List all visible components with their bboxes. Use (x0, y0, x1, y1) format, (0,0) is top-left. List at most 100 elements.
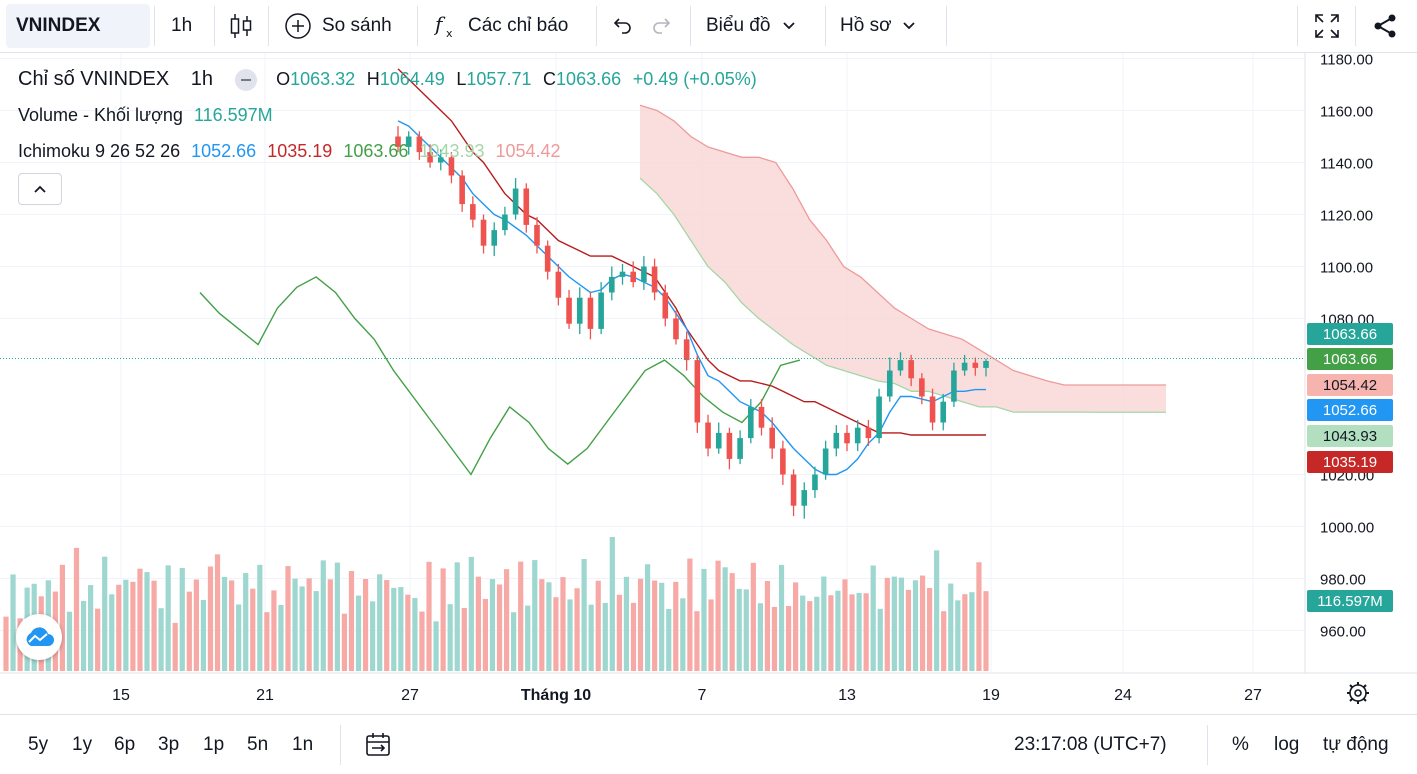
symbol-search-button[interactable]: VNINDEX (6, 4, 150, 48)
volume-bar (898, 577, 904, 671)
volume-bar (377, 574, 383, 671)
volume-bar (941, 611, 947, 671)
share-button[interactable] (1371, 0, 1399, 52)
interval-button[interactable]: 1h (171, 15, 193, 36)
volume-bar (80, 600, 87, 671)
candle (865, 419, 872, 446)
volume-bar (567, 599, 573, 671)
fullscreen-button[interactable] (1313, 0, 1341, 52)
candle-body (459, 175, 465, 205)
range-1p[interactable]: 1p (203, 733, 225, 755)
range-6p[interactable]: 6p (114, 733, 136, 755)
hide-series-icon[interactable] (234, 68, 257, 91)
candle (427, 144, 433, 168)
indicators-label: Các chỉ báo (468, 15, 569, 36)
volume-bar (962, 594, 968, 671)
volume-value: 116.597M (193, 105, 273, 125)
candlesticks (395, 126, 989, 519)
cloud-fill (640, 105, 1166, 413)
volume-bar (66, 611, 73, 671)
ichimoku-label: Ichimoku 9 26 52 26 (18, 141, 181, 161)
volume-bar (334, 562, 340, 671)
price-tag: 116.597M (1307, 590, 1393, 612)
candle (715, 422, 722, 454)
candle (822, 440, 829, 480)
volume-bar (553, 597, 559, 671)
candle (662, 284, 669, 327)
collapse-legend-button[interactable] (18, 173, 62, 205)
calendar-range-icon (366, 732, 390, 756)
candle-body (619, 271, 626, 277)
price-tag: 1052.66 (1307, 399, 1393, 421)
volume-bar (750, 562, 756, 671)
redo-button[interactable] (650, 0, 674, 52)
range-5y[interactable]: 5y (28, 733, 49, 755)
price-chart[interactable]: 1180.001160.001140.001120.001100.001080.… (0, 53, 1417, 714)
candle-body (897, 360, 904, 371)
compare-button[interactable]: So sánh (284, 0, 392, 52)
price-tag: 1054.42 (1307, 374, 1393, 396)
candle (566, 289, 572, 329)
volume-bar (821, 576, 827, 671)
auto-scale-toggle[interactable]: tự động (1323, 733, 1389, 755)
toolbar-divider (1297, 6, 1298, 46)
volume-bar (320, 560, 326, 671)
candle (769, 417, 775, 459)
candle-body (726, 432, 733, 459)
tradingview-logo[interactable] (16, 614, 62, 660)
volume-bar (348, 571, 355, 671)
goto-date-button[interactable] (364, 715, 392, 774)
candle (502, 206, 508, 236)
candle (673, 310, 679, 345)
chart-menu-button[interactable]: Biểu đồ (706, 0, 796, 52)
candle-body (630, 271, 636, 283)
range-1n[interactable]: 1n (292, 733, 314, 755)
range-5n[interactable]: 5n (247, 733, 269, 755)
x-tick-label: 27 (401, 687, 419, 704)
undo-button[interactable] (610, 0, 634, 52)
settings-gear-icon[interactable] (1347, 682, 1369, 704)
candle (587, 292, 594, 340)
ichimoku-span-b: 1054.42 (495, 141, 561, 161)
range-3p[interactable]: 3p (158, 733, 180, 755)
candle-body (865, 427, 872, 439)
volume-bar (969, 592, 975, 671)
x-tick-label: 27 (1244, 687, 1262, 704)
volume-bar (842, 579, 848, 671)
candle-body (822, 448, 829, 475)
volume-bar (454, 562, 460, 671)
volume-bar (581, 559, 587, 671)
percent-scale-toggle[interactable]: % (1232, 733, 1249, 755)
candle-body (502, 214, 508, 231)
volume-bar (482, 598, 489, 671)
volume-bar (419, 611, 425, 671)
candle (523, 183, 530, 233)
volume-bar (59, 564, 66, 671)
candle-body (641, 266, 647, 283)
candle (908, 354, 914, 387)
volume-bar (835, 590, 841, 671)
candle-body (972, 362, 979, 368)
volume-bar (496, 584, 503, 671)
volume-bar (926, 587, 933, 671)
fullscreen-icon (1315, 14, 1339, 38)
volume-bar (313, 591, 319, 671)
volume-bar (3, 616, 9, 671)
profile-menu-button[interactable]: Hồ sơ (840, 0, 916, 52)
svg-text:f: f (434, 12, 446, 36)
candle (630, 261, 636, 288)
range-1y[interactable]: 1y (72, 733, 93, 755)
volume-bar (433, 621, 439, 671)
candle (512, 178, 519, 220)
candle (609, 266, 615, 301)
volume-bar (207, 566, 214, 671)
volume-bar (976, 562, 982, 671)
candle (470, 196, 476, 228)
timezone-display[interactable]: 23:17:08 (UTC+7) (1014, 733, 1167, 755)
log-scale-toggle[interactable]: log (1274, 733, 1300, 755)
candle (940, 393, 947, 431)
chart-type-button[interactable] (229, 0, 253, 52)
candle-body (886, 370, 893, 397)
volume-bar (229, 580, 235, 671)
